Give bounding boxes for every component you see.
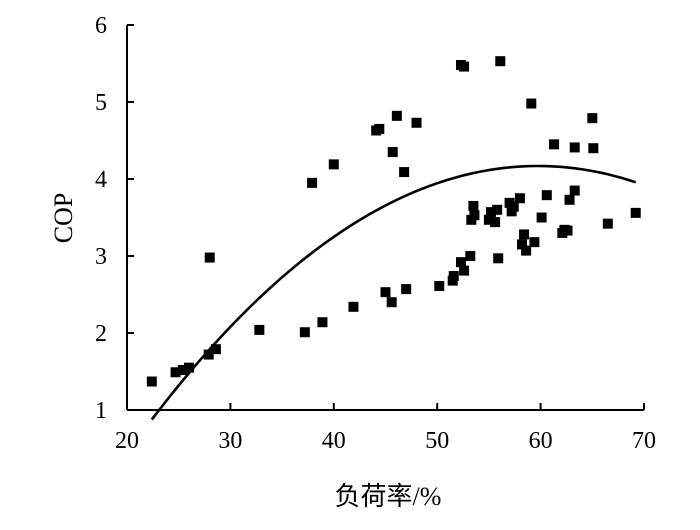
data-point — [490, 217, 501, 228]
x-tick-label: 20 — [115, 428, 139, 454]
data-point — [374, 123, 385, 134]
data-point — [399, 167, 410, 178]
data-point — [602, 218, 613, 229]
data-point — [380, 287, 391, 298]
y-axis-title: COP — [49, 193, 78, 244]
data-point — [483, 214, 494, 225]
data-point — [587, 113, 598, 124]
y-tick-label: 5 — [95, 90, 107, 116]
data-point — [459, 61, 470, 72]
data-point — [514, 193, 525, 204]
data-point — [630, 207, 641, 218]
data-point — [459, 265, 470, 276]
data-point — [184, 362, 195, 373]
data-point — [521, 245, 532, 256]
fit-curve — [150, 164, 637, 421]
data-point — [391, 110, 402, 121]
axes — [126, 25, 644, 411]
data-point — [569, 185, 580, 196]
data-point — [387, 147, 398, 158]
plot-area — [146, 56, 641, 421]
data-point — [495, 56, 506, 67]
data-point — [434, 281, 445, 292]
data-point — [492, 204, 503, 215]
data-point — [465, 251, 476, 261]
data-point — [564, 194, 575, 205]
y-tick-label: 2 — [95, 321, 107, 347]
data-point — [468, 200, 479, 211]
y-tick-label: 1 — [95, 398, 107, 424]
y-tick-label: 4 — [95, 167, 107, 193]
data-point — [204, 252, 215, 263]
data-point — [254, 324, 265, 335]
data-point — [411, 117, 422, 128]
data-point — [541, 190, 552, 201]
data-point — [386, 297, 397, 308]
y-tick-label: 3 — [95, 244, 107, 270]
x-axis-title: 负荷率/% — [335, 482, 442, 511]
data-point — [317, 317, 328, 328]
data-point — [549, 139, 560, 150]
data-point — [493, 253, 504, 264]
data-point — [203, 349, 214, 360]
data-point — [146, 376, 157, 387]
data-point — [455, 257, 466, 268]
data-point — [170, 367, 181, 378]
data-point — [348, 301, 359, 312]
data-point — [328, 159, 339, 170]
data-point — [588, 143, 599, 154]
data-point — [469, 210, 480, 221]
data-point — [210, 344, 221, 355]
data-point — [177, 364, 188, 375]
data-point — [299, 327, 310, 338]
data-point — [448, 271, 459, 282]
data-point — [307, 177, 318, 188]
x-tick-label: 30 — [218, 428, 242, 454]
x-tick-label: 60 — [529, 428, 553, 454]
data-point — [569, 142, 580, 153]
data-point — [519, 229, 530, 240]
data-point — [526, 98, 537, 109]
x-tick-label: 40 — [322, 428, 346, 454]
data-point — [508, 201, 519, 212]
data-point — [529, 237, 540, 248]
data-point — [401, 284, 412, 295]
data-point — [485, 207, 496, 218]
y-tick-label: 6 — [95, 13, 107, 39]
data-point — [562, 225, 573, 236]
ticks: 20 30 40 50 60 70 1 2 3 4 5 6 — [95, 13, 656, 454]
data-point — [536, 212, 547, 223]
x-tick-label: 70 — [632, 428, 656, 454]
data-point — [516, 239, 527, 250]
x-tick-label: 50 — [425, 428, 449, 454]
